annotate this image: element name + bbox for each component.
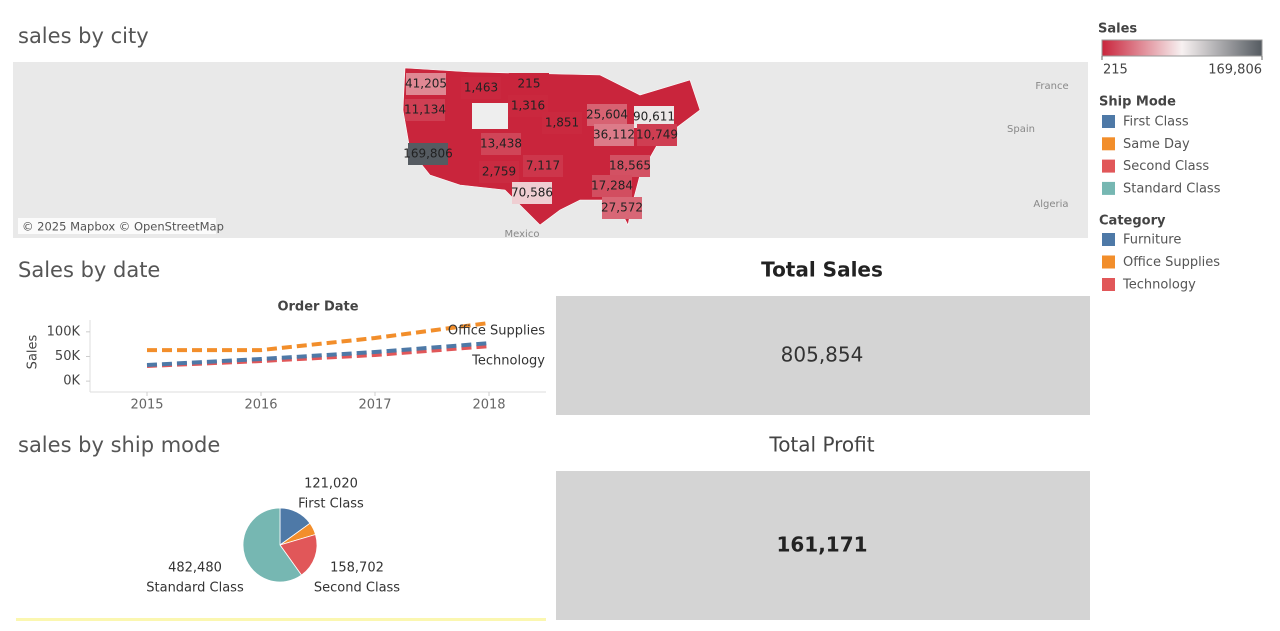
pie-slice	[279, 534, 318, 576]
place-label: France	[1035, 81, 1068, 92]
legend-title: Category	[1099, 214, 1166, 229]
legend-tick-label: 215	[1103, 63, 1128, 78]
legend-label: Same Day	[1123, 137, 1190, 152]
kpi-title: Total Sales	[761, 258, 883, 282]
state-no-data	[472, 103, 508, 129]
x-tick-label: 2018	[472, 398, 505, 413]
data-label: 2,759	[482, 165, 516, 179]
kpi-card	[556, 296, 1090, 415]
state-region	[512, 182, 552, 204]
state-region	[481, 133, 521, 155]
map-title: sales by city	[18, 24, 149, 48]
data-label: 90,611	[633, 110, 675, 124]
legend-tick-label: 169,806	[1208, 63, 1262, 78]
data-label: 1,851	[545, 116, 579, 130]
state-region	[637, 124, 677, 146]
kpi-card	[556, 471, 1090, 620]
attribution-bg	[18, 218, 216, 234]
legend-swatch	[1102, 233, 1115, 246]
x-tick-label: 2017	[358, 398, 391, 413]
slice-label: Standard Class	[146, 581, 244, 596]
line-series	[146, 344, 490, 368]
place-label: Algeria	[1033, 199, 1068, 210]
state-region	[634, 106, 674, 128]
state-region	[592, 175, 632, 197]
legend-label: Second Class	[1123, 159, 1209, 174]
data-label: 7,117	[526, 159, 560, 173]
legend-swatch	[1102, 278, 1115, 291]
data-label: 158,702	[330, 561, 384, 576]
legend-label: Furniture	[1123, 233, 1181, 248]
data-label: 17,284	[591, 179, 633, 193]
color-legend	[1101, 39, 1263, 57]
state-region	[587, 104, 627, 126]
series-end-label: Technology	[471, 354, 545, 369]
place-label: Spain	[1007, 124, 1035, 135]
data-label: 41,205	[405, 77, 447, 91]
y-tick-label: 0K	[63, 374, 80, 389]
data-label: 25,604	[586, 108, 628, 122]
series-end-label: Office Supplies	[448, 324, 545, 339]
data-label: 36,112	[593, 128, 635, 142]
x-tick-label: 2015	[130, 398, 163, 413]
x-tick-label: 2016	[244, 398, 277, 413]
data-label: 121,020	[304, 477, 358, 492]
line-series	[147, 320, 490, 353]
data-label: 13,438	[480, 137, 522, 151]
pie-slice	[242, 507, 303, 583]
slice-label: First Class	[298, 497, 364, 512]
legend-swatch	[1102, 181, 1115, 195]
legend-swatch	[1102, 137, 1115, 151]
state-region	[523, 155, 563, 177]
kpi-title: Total Profit	[768, 433, 874, 457]
legend-swatch	[1102, 159, 1115, 173]
state-region	[602, 197, 642, 219]
y-tick-label: 50K	[55, 349, 81, 364]
state-region	[594, 124, 634, 146]
data-label: 482,480	[168, 561, 222, 576]
state-region	[406, 73, 446, 95]
legend-swatch	[1102, 115, 1115, 128]
attribution: © 2025 Mapbox © OpenStreetMap	[22, 220, 224, 234]
data-label: 1,463	[464, 81, 498, 95]
state-region	[542, 112, 582, 134]
state-region	[405, 99, 445, 121]
state-region	[479, 161, 519, 183]
y-axis-label: Sales	[26, 334, 41, 369]
pie-title: sales by ship mode	[18, 433, 220, 457]
legend-title: Ship Mode	[1099, 95, 1176, 110]
place-label: Mexico	[505, 229, 540, 240]
data-label: 1,316	[511, 99, 545, 113]
data-label: 70,586	[511, 186, 553, 200]
state-region	[509, 73, 549, 95]
legend-title: Sales	[1098, 22, 1137, 37]
legend-label: First Class	[1123, 115, 1189, 130]
data-label: 10,749	[636, 128, 678, 142]
kpi-value: 161,171	[776, 533, 867, 557]
legend-label: Standard Class	[1123, 181, 1221, 196]
data-label: 27,572	[601, 201, 643, 215]
state-region	[461, 77, 501, 99]
line-title: Sales by date	[18, 258, 160, 282]
state-region	[408, 143, 448, 165]
state-region	[610, 155, 650, 177]
legend-label: Technology	[1122, 278, 1196, 293]
slice-label: Second Class	[314, 581, 400, 596]
divider	[16, 618, 546, 621]
data-label: 18,565	[609, 159, 651, 173]
state-region	[508, 95, 548, 117]
line-series	[146, 341, 490, 368]
data-label: 11,134	[404, 103, 446, 117]
legend-swatch	[1102, 255, 1115, 269]
kpi-value: 805,854	[781, 343, 864, 367]
data-label: 215	[518, 77, 541, 91]
legend-label: Office Supplies	[1123, 255, 1220, 270]
data-label: 169,806	[403, 147, 453, 161]
y-tick-label: 100K	[47, 324, 81, 339]
x-axis-label: Order Date	[277, 300, 358, 315]
